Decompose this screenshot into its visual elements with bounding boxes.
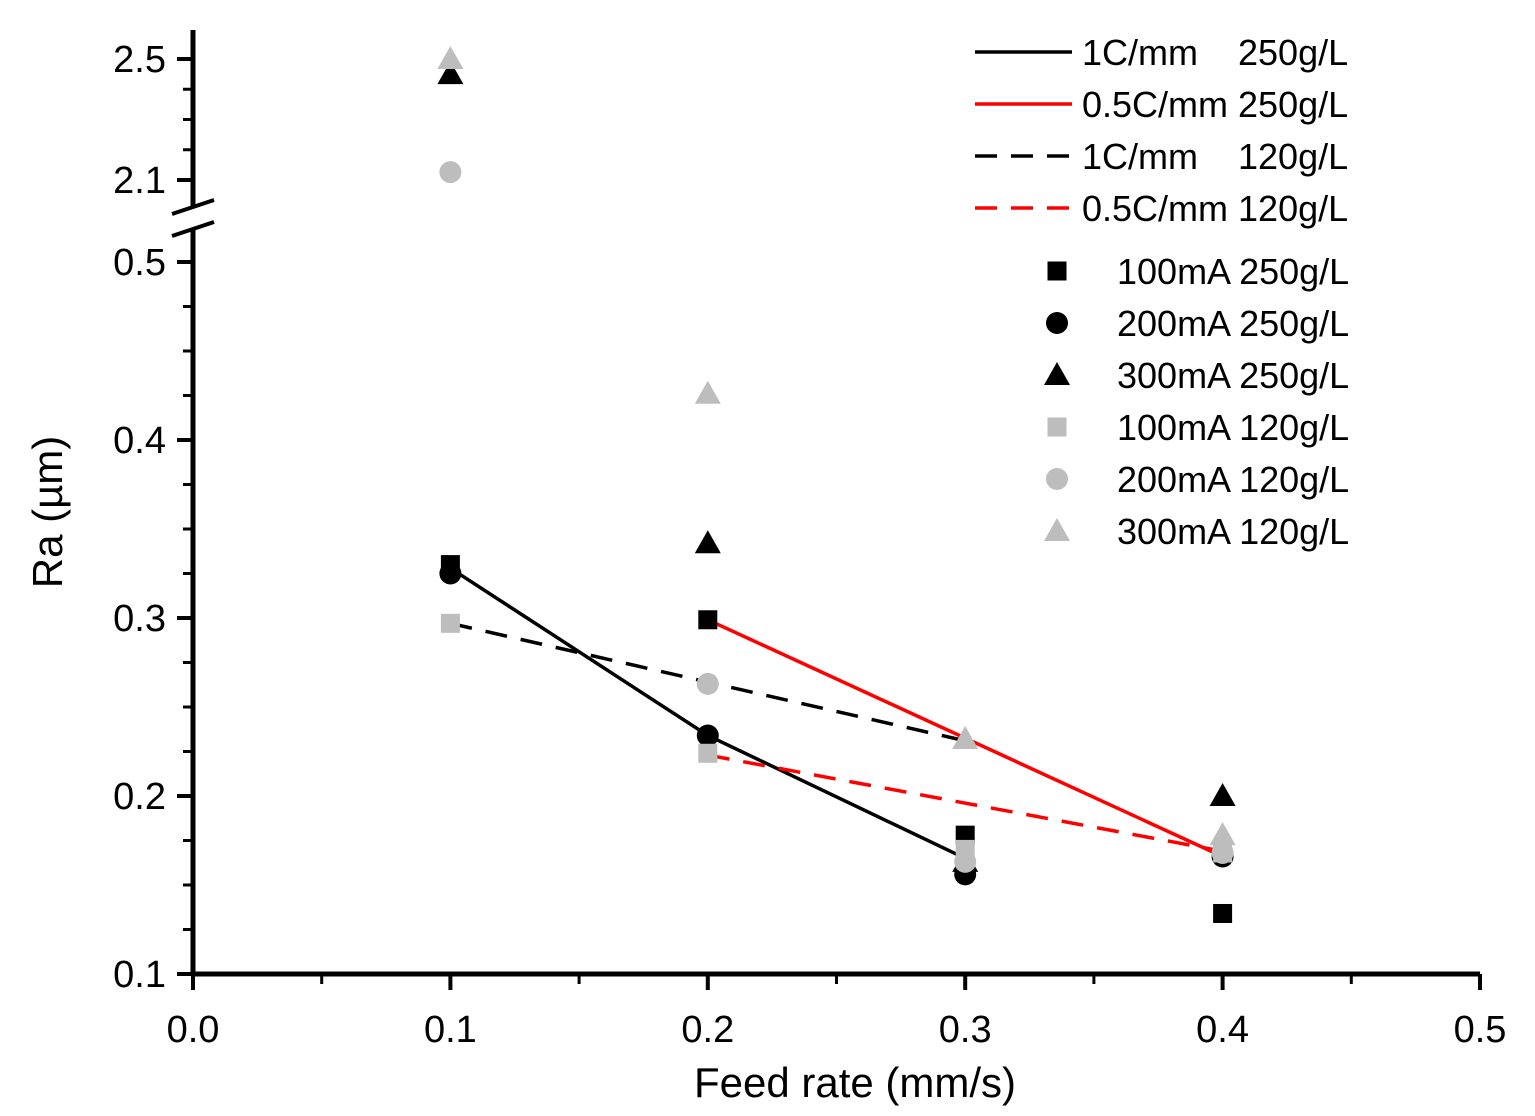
legend-marker-swatch xyxy=(1047,261,1067,281)
legend-marker-swatch xyxy=(1044,362,1070,385)
legend-marker-swatch xyxy=(1046,312,1068,334)
y-tick-label: 0.3 xyxy=(113,598,166,640)
x-tick-label: 0.0 xyxy=(167,1009,220,1051)
data-point-square xyxy=(698,610,718,630)
legend-label: 0.5C/mm 250g/L xyxy=(1082,84,1348,125)
data-markers xyxy=(437,46,1236,923)
axis-break-mark-top xyxy=(171,198,215,216)
y-tick-label: 0.5 xyxy=(113,242,166,284)
x-tick-label: 0.4 xyxy=(1196,1009,1249,1051)
legend-marker-swatch xyxy=(1044,518,1070,541)
fit-lines xyxy=(449,566,1224,860)
data-point-square xyxy=(1213,903,1233,923)
tick-labels: 0.0 0.1 0.2 0.3 0.4 0.50.10.20.30.40.52.12.5 xyxy=(113,39,1506,1051)
data-point-triangle xyxy=(437,61,464,85)
legend-label: 100mA 120g/L xyxy=(1117,407,1349,448)
legend: 1C/mm 250g/L 0.5C/mm 250g/L 1C/mm 120g/L 0.… xyxy=(975,32,1349,552)
fit-line-4 xyxy=(707,753,1223,853)
legend-marker-swatch xyxy=(1047,417,1067,437)
data-point-triangle xyxy=(437,46,464,69)
legend-label: 300mA 120g/L xyxy=(1117,511,1349,552)
x-axis-title: Feed rate (mm/s) xyxy=(694,1059,1016,1106)
y-axis-title: Ra (µm) xyxy=(24,436,71,589)
x-tick-label: 0.3 xyxy=(939,1009,992,1051)
data-point-square xyxy=(440,613,460,633)
legend-label: 1C/mm 120g/L xyxy=(1082,136,1348,177)
y-tick-label: 0.4 xyxy=(113,420,166,462)
data-point-triangle xyxy=(694,380,721,404)
y-tick-label: 2.1 xyxy=(113,160,166,202)
data-point-circle xyxy=(1211,841,1234,864)
ticks xyxy=(177,57,1482,990)
legend-marker-swatch xyxy=(1046,468,1068,490)
y-tick-label: 2.5 xyxy=(113,39,166,81)
data-point-circle xyxy=(696,672,719,695)
legend-label: 0.5C/mm 120g/L xyxy=(1082,188,1348,229)
data-point-circle xyxy=(439,161,462,184)
data-point-circle xyxy=(696,724,719,747)
data-point-triangle xyxy=(1209,783,1236,806)
legend-label: 200mA 120g/L xyxy=(1117,459,1349,500)
data-point-circle xyxy=(439,562,462,585)
legend-label: 300mA 250g/L xyxy=(1117,355,1349,396)
axis-break-mark-bottom xyxy=(171,220,215,238)
data-point-square xyxy=(698,743,718,763)
legend-label: 1C/mm 250g/L xyxy=(1082,32,1348,73)
y-tick-label: 0.1 xyxy=(113,954,166,996)
data-point-circle xyxy=(954,850,977,873)
x-tick-label: 0.2 xyxy=(681,1009,734,1051)
y-tick-label: 0.2 xyxy=(113,776,166,818)
legend-label: 200mA 250g/L xyxy=(1117,303,1349,344)
data-point-triangle xyxy=(1209,822,1236,846)
x-tick-label: 0.5 xyxy=(1454,1009,1507,1051)
x-tick-label: 0.1 xyxy=(424,1009,477,1051)
data-point-triangle xyxy=(694,530,721,554)
legend-label: 100mA 250g/L xyxy=(1117,251,1349,292)
data-point-triangle xyxy=(952,726,979,750)
